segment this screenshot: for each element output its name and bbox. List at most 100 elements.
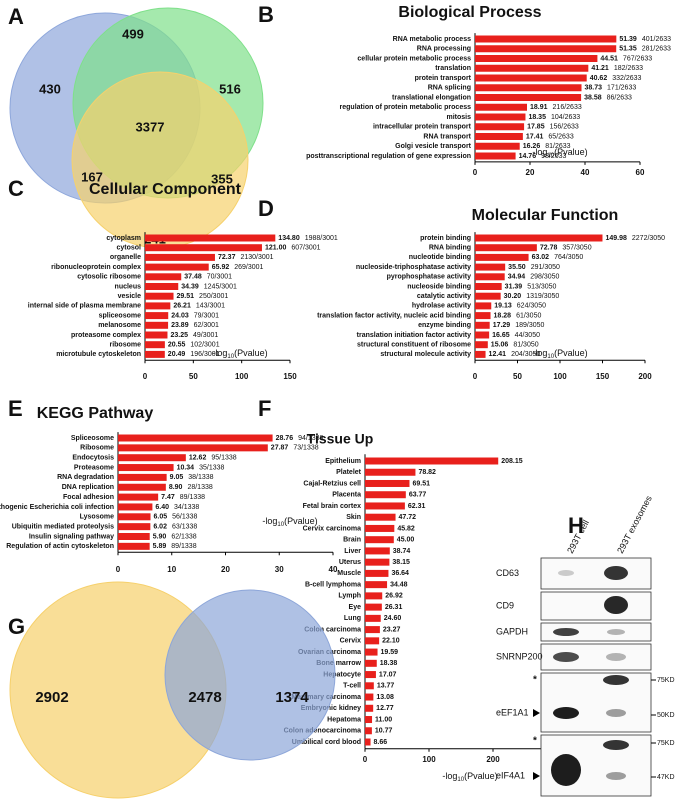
bar <box>365 637 380 645</box>
value-label: 51.39 <box>619 36 637 43</box>
category-label: mitosis <box>446 114 471 121</box>
value-label: 51.35 <box>619 46 637 53</box>
bar <box>145 331 168 339</box>
count-label: 189/3050 <box>515 322 544 329</box>
category-label: pyrophosphatase activity <box>387 274 472 281</box>
count-label: 156/2633 <box>550 124 579 131</box>
x-tick-label: 50 <box>189 372 198 381</box>
value-label: 28.76 <box>276 435 294 442</box>
count-label: 1319/3050 <box>526 293 559 300</box>
bar <box>118 444 268 452</box>
bar <box>365 659 377 667</box>
value-label: 8.90 <box>169 484 183 491</box>
count-label: 89/1338 <box>171 543 196 550</box>
panel-letter: E <box>8 396 23 421</box>
venn-set <box>71 71 249 249</box>
count-label: 1245/3001 <box>204 283 237 290</box>
category-label: cytoplasm <box>106 235 141 242</box>
arrow <box>533 709 540 717</box>
venn-count: 430 <box>39 81 61 96</box>
bar <box>365 671 376 679</box>
value-label: 18.35 <box>528 114 546 121</box>
band <box>603 675 629 685</box>
bar <box>365 738 371 746</box>
x-axis-label: -log10(Pvalue) <box>212 348 267 359</box>
value-label: 72.37 <box>218 254 236 261</box>
count-label: 250/3001 <box>199 293 228 300</box>
value-label: 8.66 <box>374 739 388 746</box>
x-tick-label: 0 <box>143 372 148 381</box>
x-axis-label-part: -log <box>532 348 547 358</box>
count-label: 98/2633 <box>541 153 566 160</box>
bar <box>475 234 603 242</box>
band <box>551 754 581 786</box>
band <box>606 709 626 717</box>
x-tick-label: 150 <box>283 372 297 381</box>
value-label: 78.82 <box>418 469 436 476</box>
count-label: 95/1338 <box>211 455 236 462</box>
panel-letter: B <box>258 2 274 27</box>
count-label: 298/3050 <box>530 274 559 281</box>
value-label: 16.65 <box>492 332 510 339</box>
arrow <box>533 772 540 780</box>
value-label: 45.82 <box>397 525 415 532</box>
bar <box>365 704 374 712</box>
value-label: 31.39 <box>505 283 523 290</box>
bar <box>118 454 186 462</box>
value-label: 5.89 <box>153 543 167 550</box>
count-label: 28/1338 <box>187 484 212 491</box>
count-label: 216/2633 <box>553 104 582 111</box>
count-label: 49/3001 <box>193 332 218 339</box>
bar <box>145 341 165 349</box>
x-tick-label: 150 <box>596 372 610 381</box>
category-label: DNA replication <box>62 484 114 491</box>
category-label: cytosol <box>116 245 141 252</box>
category-label: Skin <box>346 514 361 521</box>
bar <box>475 45 617 53</box>
x-axis-label-part: -log <box>442 771 457 781</box>
category-label: posttranscriptional regulation of gene e… <box>306 153 471 160</box>
count-label: 81/2633 <box>545 143 570 150</box>
value-label: 69.51 <box>412 480 430 487</box>
x-axis-label-sub: 10 <box>277 522 284 528</box>
category-label: Platelet <box>336 469 362 476</box>
asterisk: * <box>533 736 537 747</box>
category-label: intracellular protein transport <box>373 124 472 131</box>
value-label: 20.49 <box>168 351 186 358</box>
marker-label: 75KD <box>657 740 675 747</box>
category-label: Cervix carcinoma <box>303 525 361 532</box>
bar <box>475 350 486 358</box>
value-label: 23.89 <box>171 322 189 329</box>
value-label: 63.02 <box>532 254 550 261</box>
category-label: translation initiation factor activity <box>357 332 471 339</box>
value-label: 36.64 <box>391 570 409 577</box>
value-label: 15.06 <box>491 342 509 349</box>
count-label: 269/3001 <box>234 264 263 271</box>
venn-count: 1374 <box>275 689 309 706</box>
category-label: T-cell <box>343 683 361 690</box>
asterisk: * <box>533 675 537 686</box>
bar <box>118 473 167 481</box>
value-label: 29.51 <box>177 293 195 300</box>
x-axis-label-part: (Pvalue) <box>464 771 498 781</box>
value-label: 18.91 <box>530 104 548 111</box>
value-label: 17.29 <box>493 322 511 329</box>
count-label: 94/1338 <box>298 435 323 442</box>
category-label: Uterus <box>339 559 361 566</box>
count-label: 196/3001 <box>190 351 219 358</box>
value-label: 34.94 <box>508 274 526 281</box>
category-label: organelle <box>110 254 141 261</box>
value-label: 34.39 <box>181 283 199 290</box>
category-label: Lung <box>344 615 361 622</box>
value-label: 12.41 <box>489 351 507 358</box>
panel-letter: D <box>258 196 274 221</box>
bar <box>475 55 598 62</box>
value-label: 22.10 <box>382 638 400 645</box>
bar <box>365 524 395 532</box>
value-label: 65.92 <box>212 264 230 271</box>
bar <box>365 626 380 634</box>
category-label: RNA binding <box>429 245 471 252</box>
chart-title: Biological Process <box>398 4 541 21</box>
category-label: Liver <box>344 548 361 555</box>
panel-letter: G <box>8 614 25 639</box>
